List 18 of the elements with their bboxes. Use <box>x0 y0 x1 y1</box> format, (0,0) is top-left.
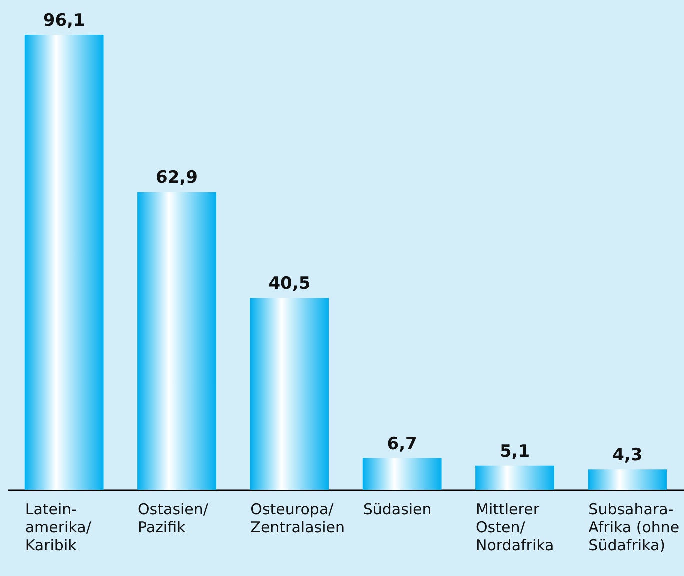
bar <box>588 470 668 490</box>
x-tick-label: Latein- amerika/ Karibik <box>25 500 92 554</box>
data-label: 62,9 <box>156 168 198 188</box>
data-label: 4,3 <box>612 446 643 466</box>
bar <box>24 35 104 490</box>
bar <box>362 458 442 490</box>
x-tick-label: Ostasien/ Pazifik <box>138 500 210 536</box>
bar <box>476 466 554 490</box>
x-tick-label: Subsahara- Afrika (ohne Südafrika) <box>588 500 680 554</box>
bar <box>250 298 330 490</box>
x-tick-label: Osteuropa/ Zentralasien <box>250 500 346 536</box>
data-label: 40,5 <box>268 274 311 294</box>
x-tick-label: Mittlerer Osten/ Nordafrika <box>476 500 554 554</box>
x-tick-label: Südasien <box>363 500 432 518</box>
bar <box>138 192 216 490</box>
data-label: 6,7 <box>387 434 418 454</box>
data-label: 5,1 <box>500 442 530 462</box>
data-label: 96,1 <box>43 11 86 31</box>
